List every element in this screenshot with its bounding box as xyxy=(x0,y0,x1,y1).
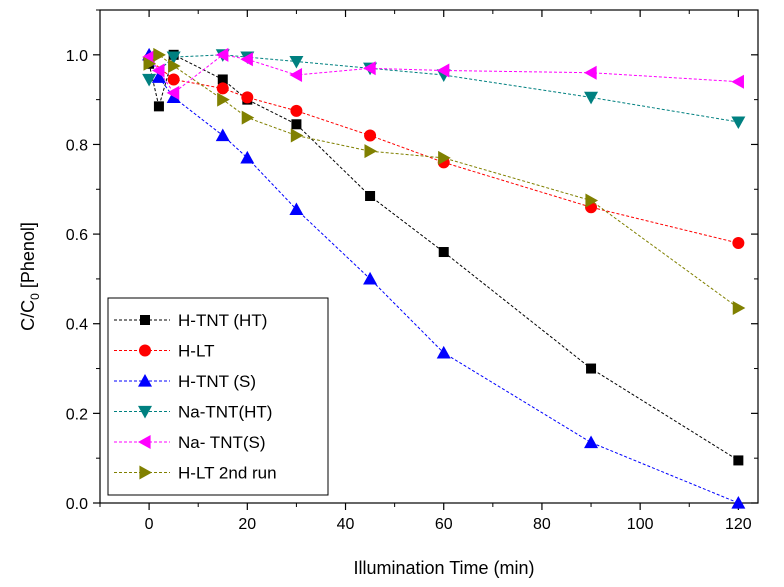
data-point xyxy=(363,61,376,76)
legend-marker xyxy=(138,435,151,449)
series-line xyxy=(148,54,739,123)
data-point xyxy=(216,82,229,95)
legend-label: H-LT 2nd run xyxy=(178,464,277,483)
data-point xyxy=(166,85,180,100)
legend-label: Na- TNT(S) xyxy=(178,433,266,452)
legend-label: H-LT xyxy=(178,342,215,361)
data-point xyxy=(585,193,599,208)
x-tick-label: 80 xyxy=(533,516,551,533)
data-point xyxy=(240,150,255,164)
data-point xyxy=(731,74,744,89)
data-point xyxy=(153,47,166,62)
y-tick-label: 0.8 xyxy=(66,137,88,154)
data-point xyxy=(215,128,230,142)
data-point xyxy=(215,47,229,62)
legend-marker xyxy=(138,374,152,387)
data-point xyxy=(151,63,165,78)
series-2 xyxy=(143,53,745,250)
data-point xyxy=(364,144,378,159)
legend-label: Na-TNT(HT) xyxy=(178,403,272,422)
legend-marker xyxy=(138,405,152,419)
data-point xyxy=(438,247,449,258)
y-tick-label: 0.0 xyxy=(66,496,88,513)
data-point xyxy=(586,363,597,374)
legend-marker xyxy=(140,315,150,325)
y-tick-label: 0.4 xyxy=(66,317,88,334)
x-tick-label: 100 xyxy=(627,516,654,533)
data-point xyxy=(142,73,157,87)
legend-label: H-TNT (HT) xyxy=(178,311,267,330)
data-point xyxy=(733,455,744,466)
plot-frame xyxy=(99,9,759,504)
data-point xyxy=(436,345,451,359)
data-point xyxy=(584,91,599,105)
legend-box xyxy=(107,297,329,496)
data-point xyxy=(731,496,746,509)
data-point xyxy=(241,91,254,104)
series-line xyxy=(148,58,739,244)
data-point xyxy=(732,237,745,250)
y-tick-label: 0.6 xyxy=(66,227,88,244)
data-point xyxy=(289,202,304,216)
data-point xyxy=(290,104,303,117)
series-4 xyxy=(142,49,746,130)
legend-marker xyxy=(139,344,151,357)
data-point xyxy=(217,92,230,107)
x-tick-label: 60 xyxy=(435,516,453,533)
data-point xyxy=(240,52,253,67)
legend-marker xyxy=(139,465,152,480)
data-point xyxy=(436,63,450,78)
series-6 xyxy=(143,47,746,316)
data-point xyxy=(584,435,599,449)
data-point xyxy=(438,150,451,165)
x-tick-label: 20 xyxy=(238,516,256,533)
data-point xyxy=(291,119,302,130)
data-point xyxy=(151,70,166,83)
data-point xyxy=(217,74,228,85)
x-tick-label: 0 xyxy=(145,516,154,533)
data-point xyxy=(167,73,180,86)
data-point xyxy=(153,101,164,112)
legend: H-TNT (HT) H-LT H-TNT (S) Na-TNT(HT) Na- TNT… xyxy=(107,297,329,496)
data-point xyxy=(142,50,155,65)
data-point xyxy=(289,55,304,69)
data-point xyxy=(732,301,746,316)
data-point xyxy=(143,56,157,71)
series-line xyxy=(148,54,739,461)
data-point xyxy=(364,129,377,142)
x-tick-label: 40 xyxy=(337,516,355,533)
data-point xyxy=(290,128,304,143)
y-axis-title: C/C0 [Phenol] xyxy=(18,222,42,331)
series-5 xyxy=(142,47,744,100)
series-line xyxy=(148,54,739,94)
data-point xyxy=(289,67,303,82)
series-line xyxy=(148,54,739,504)
x-tick-label: 120 xyxy=(725,516,752,533)
y-tick-label: 1.0 xyxy=(66,48,88,65)
data-point xyxy=(166,51,181,65)
data-point xyxy=(168,59,181,74)
data-point xyxy=(363,271,378,285)
data-point xyxy=(365,190,376,201)
x-axis-title: Illumination Time (min) xyxy=(353,558,534,578)
y-tick-label: 0.2 xyxy=(66,406,88,423)
series-line xyxy=(148,54,739,309)
legend-label: H-TNT (S) xyxy=(178,372,256,391)
data-point xyxy=(241,110,255,125)
data-point xyxy=(584,65,597,80)
data-point xyxy=(731,116,746,130)
